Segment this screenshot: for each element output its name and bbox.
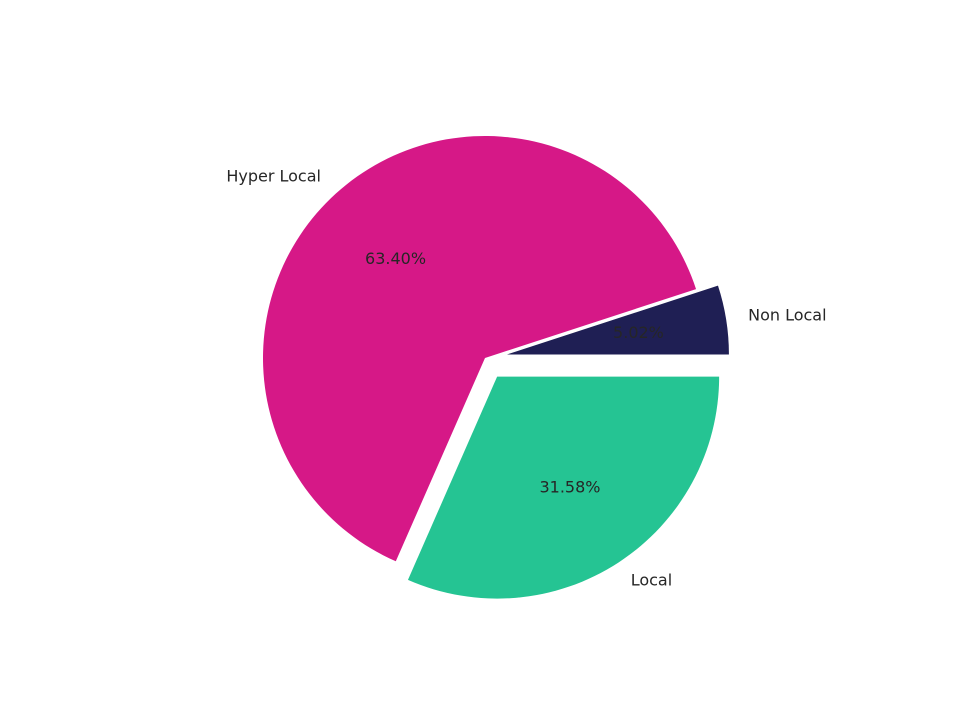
pie-slice-hyper-local [263, 135, 697, 562]
pie-slice-non-local [506, 285, 729, 355]
slice-label-hyper-local: Hyper Local [226, 167, 321, 186]
pie-slices [263, 135, 729, 599]
pct-label-hyper-local: 63.40% [365, 249, 426, 268]
slice-label-non-local: Non Local [748, 306, 826, 325]
pie-labels: Non Local 5.02% Hyper Local 63.40% Local 31.5… [226, 167, 826, 590]
slice-label-local: Local [631, 571, 672, 590]
pct-label-non-local: 5.02% [613, 323, 664, 342]
pct-label-local: 31.58% [539, 478, 600, 497]
pie-slice-local [407, 376, 720, 599]
